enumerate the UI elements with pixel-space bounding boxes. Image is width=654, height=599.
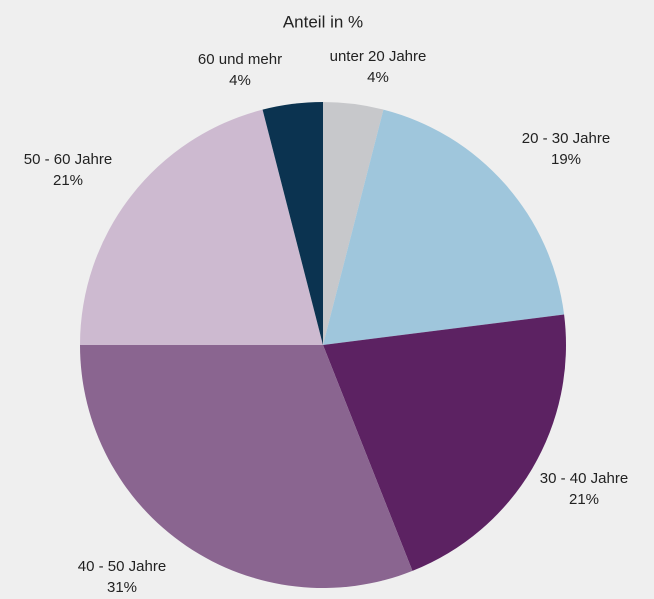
- chart-title: Anteil in %: [283, 12, 363, 31]
- pie-slice: [262, 102, 323, 345]
- slice-value-label: 19%: [551, 151, 581, 168]
- slice-value-label: 21%: [569, 491, 599, 508]
- slice-value-label: 31%: [107, 579, 137, 596]
- pie-slice: [323, 109, 565, 345]
- slice-label: 40 - 50 Jahre: [78, 558, 166, 575]
- pie-slice: [80, 109, 323, 345]
- slice-label: 50 - 60 Jahre: [24, 151, 112, 168]
- slice-label: 30 - 40 Jahre: [540, 470, 628, 487]
- slice-value-label: 21%: [53, 172, 83, 189]
- slice-label: 20 - 30 Jahre: [522, 130, 610, 147]
- slice-label: 60 und mehr: [198, 51, 282, 68]
- pie-slice: [79, 345, 413, 588]
- pie-slice: [323, 314, 566, 571]
- slice-value-label: 4%: [367, 69, 389, 86]
- slice-value-label: 4%: [229, 72, 251, 89]
- slice-label: unter 20 Jahre: [330, 48, 427, 65]
- pie-slice: [323, 102, 384, 345]
